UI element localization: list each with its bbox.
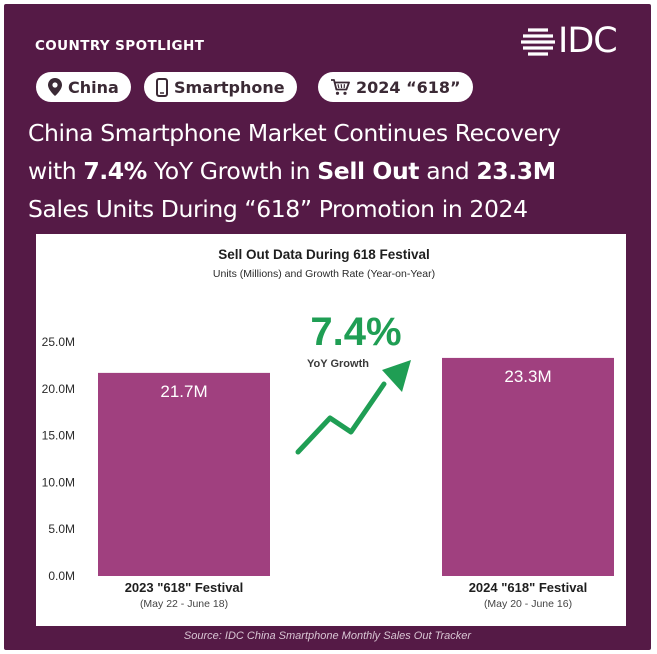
- y-tick-label: 20.0M: [42, 382, 75, 396]
- growth-trend-arrow-line: [295, 381, 387, 455]
- shopping-cart-icon: [331, 79, 350, 95]
- source-note: Source: IDC China Smartphone Monthly Sal…: [183, 630, 472, 642]
- infographic: COUNTRY SPOTLIGHT IDC China Smartphone: [4, 4, 651, 650]
- headline-line-1: China Smartphone Market Continues Recove…: [28, 119, 561, 147]
- tag-china: China: [36, 72, 131, 102]
- chart-card: Sell Out Data During 618 Festival Units …: [36, 234, 626, 626]
- y-tick-label: 10.0M: [42, 475, 75, 489]
- headline-line-2: with 7.4% YoY Growth in Sell Out and 23.…: [28, 157, 556, 185]
- idc-logo-text: IDC: [558, 21, 618, 61]
- location-pin-icon: [48, 78, 62, 96]
- headline-sell-out: Sell Out: [317, 157, 420, 185]
- growth-trend-arrow-head: [382, 360, 411, 392]
- bar-value-label: 23.3M: [504, 367, 551, 386]
- country-spotlight-label: COUNTRY SPOTLIGHT: [35, 38, 205, 54]
- x-category-date: (May 22 - June 18): [140, 598, 228, 610]
- headline-line-3: Sales Units During “618” Promotion in 20…: [28, 195, 528, 223]
- y-tick-label: 15.0M: [42, 429, 75, 443]
- idc-logo: IDC: [520, 21, 630, 64]
- bar: [98, 372, 270, 576]
- bar: [442, 357, 614, 576]
- y-tick-label: 25.0M: [42, 335, 75, 349]
- y-tick-label: 5.0M: [48, 522, 75, 536]
- tag-label: Smartphone: [174, 77, 285, 97]
- tag-2024-618: 2024 “618”: [318, 72, 473, 102]
- y-tick-label: 0.0M: [48, 569, 75, 583]
- x-category-date: (May 20 - June 16): [484, 598, 572, 610]
- tag-label: China: [68, 77, 119, 97]
- chart-subtitle: Units (Millions) and Growth Rate (Year-o…: [213, 268, 435, 280]
- headline-units: 23.3M: [476, 157, 556, 185]
- tag-smartphone: Smartphone: [144, 72, 297, 102]
- headline: China Smartphone Market Continues Recove…: [28, 114, 638, 228]
- tag-label: 2024 “618”: [356, 77, 461, 97]
- sell-out-bar-chart: Sell Out Data During 618 Festival Units …: [42, 247, 614, 610]
- bar-value-label: 21.7M: [160, 382, 207, 401]
- x-category-label: 2024 "618" Festival: [469, 580, 588, 595]
- headline-growth-pct: 7.4%: [83, 157, 147, 185]
- growth-label: YoY Growth: [307, 358, 369, 370]
- smartphone-icon: [156, 77, 168, 97]
- chart-title: Sell Out Data During 618 Festival: [218, 247, 430, 262]
- idc-globe-icon: [521, 28, 555, 56]
- growth-percentage: 7.4%: [310, 310, 401, 354]
- x-category-label: 2023 "618" Festival: [125, 580, 244, 595]
